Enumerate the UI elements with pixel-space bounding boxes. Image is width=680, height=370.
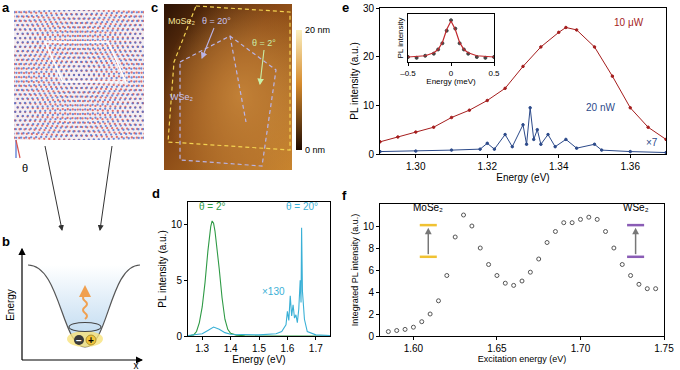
svg-text:10: 10: [363, 100, 375, 111]
svg-text:30: 30: [363, 3, 375, 14]
html-text:c: c: [151, 0, 159, 15]
svg-text:1.32: 1.32: [478, 161, 498, 172]
svg-text:1.7: 1.7: [309, 343, 323, 354]
svg-text:1.70: 1.70: [571, 343, 591, 354]
svg-text:θ = 2°: θ = 2°: [199, 201, 226, 212]
svg-text:WSe₂: WSe₂: [623, 202, 649, 213]
svg-text:10: 10: [363, 221, 375, 232]
svg-text:θ = 2°: θ = 2°: [252, 38, 276, 48]
svg-text:10 μW: 10 μW: [614, 17, 644, 28]
svg-text:1.75: 1.75: [654, 343, 674, 354]
svg-text:θ: θ: [22, 162, 28, 174]
svg-text:5: 5: [176, 275, 182, 286]
svg-text:0: 0: [368, 149, 374, 160]
html-text:d: d: [152, 186, 160, 201]
svg-text:1.60: 1.60: [404, 343, 424, 354]
svg-text:×130: ×130: [262, 286, 285, 297]
svg-text:0: 0: [449, 69, 454, 78]
svg-text:6: 6: [368, 265, 374, 276]
svg-text:0: 0: [176, 331, 182, 342]
svg-text:4: 4: [368, 287, 374, 298]
svg-text:Energy (meV): Energy (meV): [426, 77, 476, 86]
svg-text:0: 0: [368, 331, 374, 342]
svg-text:2: 2: [368, 309, 374, 320]
svg-text:Energy (eV): Energy (eV): [232, 354, 285, 365]
svg-text:1.4: 1.4: [224, 343, 238, 354]
svg-text:20: 20: [363, 51, 375, 62]
svg-text:0 nm: 0 nm: [305, 145, 325, 155]
html-text:e: e: [342, 0, 350, 15]
svg-text:1.3: 1.3: [195, 343, 209, 354]
svg-text:20 nm: 20 nm: [305, 25, 330, 35]
svg-text:Excitation energy (eV): Excitation energy (eV): [478, 354, 567, 364]
svg-text:MoSe₂: MoSe₂: [413, 202, 443, 213]
svg-text:θ = 20°: θ = 20°: [202, 16, 231, 26]
svg-text:MoSe₂: MoSe₂: [168, 16, 196, 26]
svg-text:Integrated PL intensity (a.u.): Integrated PL intensity (a.u.): [350, 214, 360, 327]
svg-text:θ = 20°: θ = 20°: [286, 201, 318, 212]
svg-text:PL intensity (a.u.): PL intensity (a.u.): [349, 42, 360, 119]
svg-text:–0.5: –0.5: [400, 69, 416, 78]
svg-text:−: −: [76, 335, 82, 346]
svg-text:1.36: 1.36: [621, 161, 641, 172]
svg-text:PL intensity (a.u.): PL intensity (a.u.): [157, 230, 168, 307]
svg-text:0.5: 0.5: [488, 69, 500, 78]
svg-text:WSe₂: WSe₂: [170, 92, 194, 102]
svg-text:×7: ×7: [646, 137, 658, 148]
svg-text:10: 10: [171, 219, 183, 230]
svg-text:1.34: 1.34: [549, 161, 569, 172]
svg-text:8: 8: [368, 243, 374, 254]
svg-text:1.6: 1.6: [280, 343, 294, 354]
html-text:a: a: [2, 0, 10, 15]
svg-text:1.65: 1.65: [487, 343, 507, 354]
svg-text:PL intensity: PL intensity: [396, 17, 405, 58]
svg-text:1.30: 1.30: [406, 161, 426, 172]
svg-text:Energy: Energy: [5, 289, 16, 321]
svg-text:+: +: [88, 335, 94, 346]
svg-text:20 nW: 20 nW: [586, 102, 615, 113]
svg-text:Energy (eV): Energy (eV): [496, 172, 549, 183]
html-text:f: f: [342, 188, 347, 203]
svg-text:1.5: 1.5: [252, 343, 266, 354]
html-text:b: b: [2, 234, 10, 249]
svg-text:x: x: [134, 360, 139, 370]
